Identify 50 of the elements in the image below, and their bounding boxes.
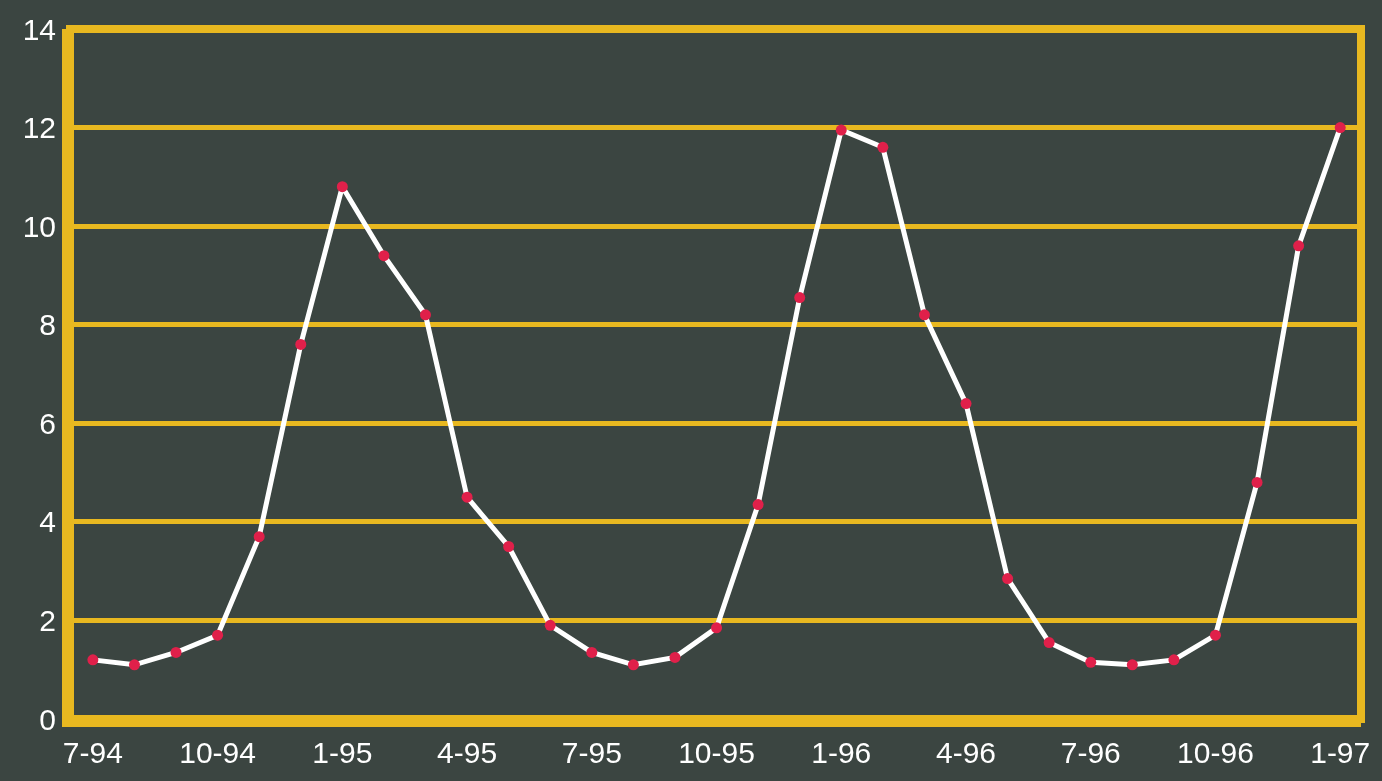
x-tick-label: 4-96 — [935, 736, 997, 769]
point — [170, 646, 182, 658]
x-tick-label: 1-97 — [1310, 736, 1371, 769]
y-tick-label: 10 — [22, 209, 56, 243]
point — [752, 499, 764, 511]
x-tick-label: 1-96 — [811, 736, 872, 769]
x-tick-label: 7-95 — [561, 736, 622, 769]
point — [711, 622, 723, 634]
point — [1293, 240, 1305, 252]
point — [1085, 656, 1097, 668]
point — [794, 292, 806, 304]
x-tick-label: 7-96 — [1060, 736, 1121, 769]
x-tick-label: 10-96 — [1177, 736, 1254, 769]
point — [503, 541, 515, 552]
x-tick-label: 1-95 — [312, 736, 373, 769]
y-tick-label: 4 — [39, 505, 56, 539]
y-tick-label: 8 — [39, 308, 56, 342]
point — [544, 619, 556, 631]
point — [586, 646, 598, 658]
point — [1251, 476, 1263, 488]
point — [960, 398, 972, 410]
point — [669, 651, 681, 663]
x-tick-label: 10-94 — [179, 736, 256, 769]
point — [918, 309, 930, 321]
point — [1168, 654, 1180, 666]
y-tick-label: 12 — [22, 111, 56, 145]
y-tick-label: 6 — [39, 406, 56, 440]
point — [627, 659, 639, 671]
point — [461, 491, 473, 503]
y-tick-label: 14 — [22, 12, 56, 46]
point — [419, 309, 431, 321]
y-tick-label: 2 — [39, 603, 56, 637]
point — [212, 629, 224, 641]
x-tick-label: 4-95 — [437, 736, 498, 769]
point — [87, 654, 99, 666]
point — [128, 659, 140, 671]
x-tick-label: 10-95 — [678, 736, 755, 769]
point — [336, 181, 348, 193]
y-tick-label: 0 — [39, 702, 56, 736]
point — [1043, 637, 1055, 649]
point — [1209, 629, 1221, 641]
point — [378, 250, 390, 262]
point — [877, 141, 889, 153]
point — [295, 338, 307, 350]
point — [835, 124, 847, 136]
point — [1334, 122, 1346, 134]
point — [1126, 659, 1138, 671]
point — [253, 531, 265, 543]
x-tick-label: 7-94 — [62, 736, 123, 769]
point — [1002, 573, 1014, 585]
